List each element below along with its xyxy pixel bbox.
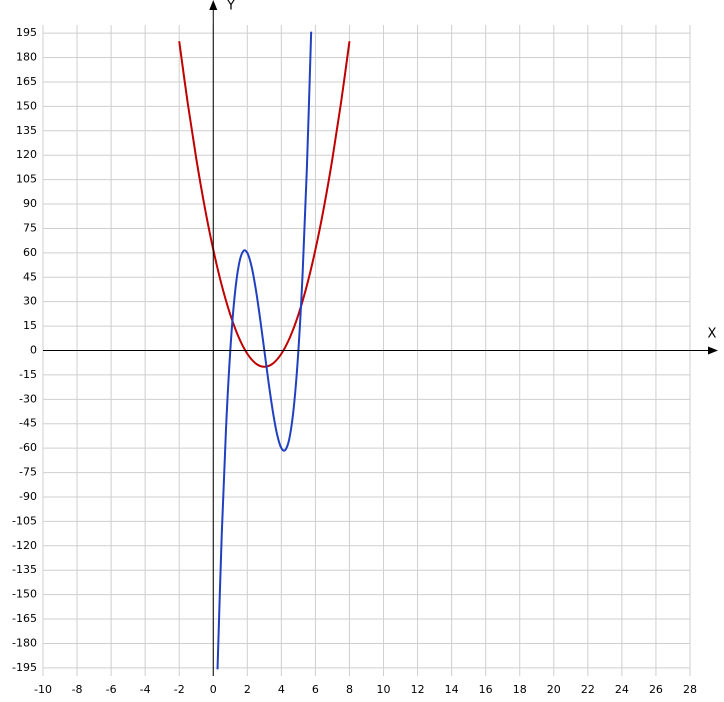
- x-tick-label: 24: [615, 683, 629, 696]
- y-tick-label: 60: [23, 246, 37, 259]
- y-tick-label: 120: [16, 148, 37, 161]
- y-tick-label: 45: [23, 270, 37, 283]
- y-tick-label: 195: [16, 26, 37, 39]
- y-tick-label: -165: [12, 612, 37, 625]
- x-tick-label: 20: [547, 683, 561, 696]
- y-tick-label: 90: [23, 197, 37, 210]
- y-tick-label: -105: [12, 514, 37, 527]
- y-tick-label: -90: [19, 490, 37, 503]
- y-tick-label: 165: [16, 75, 37, 88]
- y-tick-label: -120: [12, 539, 37, 552]
- x-tick-label: -10: [34, 683, 52, 696]
- x-tick-label: -4: [140, 683, 151, 696]
- x-axis-label: X: [708, 327, 717, 342]
- y-tick-label: 0: [30, 344, 37, 357]
- x-tick-label: 16: [479, 683, 493, 696]
- x-tick-label: 4: [278, 683, 285, 696]
- y-tick-label: 30: [23, 295, 37, 308]
- x-tick-label: 10: [377, 683, 391, 696]
- x-tick-label: 2: [244, 683, 251, 696]
- x-tick-label: 8: [346, 683, 353, 696]
- y-tick-label: 15: [23, 319, 37, 332]
- x-tick-label: 26: [649, 683, 663, 696]
- y-tick-label: -150: [12, 588, 37, 601]
- x-tick-label: -2: [174, 683, 185, 696]
- x-tick-label: 22: [581, 683, 595, 696]
- x-tick-label: 14: [445, 683, 459, 696]
- x-tick-label: 0: [210, 683, 217, 696]
- y-tick-label: 105: [16, 173, 37, 186]
- curve: [178, 41, 351, 368]
- y-tick-label: 135: [16, 124, 37, 137]
- x-tick-label: 28: [683, 683, 697, 696]
- y-tick-label: -30: [19, 392, 37, 405]
- y-tick-label: -15: [19, 368, 37, 381]
- y-axis-arrow: [209, 0, 218, 10]
- y-tick-label: -75: [19, 466, 37, 479]
- axes: -10 -8 -6 -4 -2 0 2 4 6 8 10 12 14 16 18 20 22 24 26 28-195…: [12, 0, 718, 696]
- y-tick-label: 180: [16, 51, 37, 64]
- x-axis-arrow: [708, 346, 718, 355]
- x-tick-label: 18: [513, 683, 527, 696]
- y-tick-label: -45: [19, 417, 37, 430]
- y-tick-label: 75: [23, 221, 37, 234]
- x-tick-label: 6: [312, 683, 319, 696]
- x-tick-label: -6: [106, 683, 117, 696]
- y-axis-label: Y: [226, 0, 235, 14]
- y-tick-label: -60: [19, 441, 37, 454]
- y-tick-label: 150: [16, 99, 37, 112]
- y-tick-label: -180: [12, 636, 37, 649]
- y-tick-label: -135: [12, 563, 37, 576]
- x-tick-label: 12: [411, 683, 425, 696]
- x-tick-label: -8: [72, 683, 83, 696]
- y-tick-label: -195: [12, 661, 37, 674]
